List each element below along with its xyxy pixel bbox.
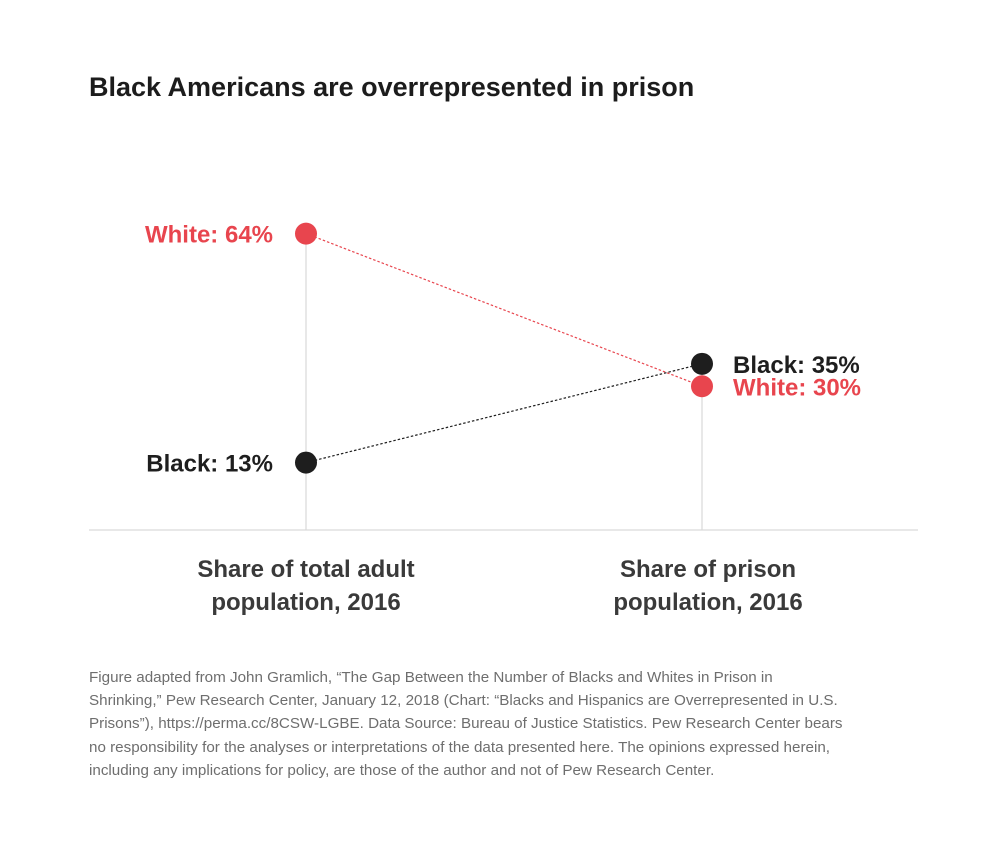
source-footnote: Figure adapted from John Gramlich, “The … (89, 666, 924, 782)
chart-title: Black Americans are overrepresented in p… (89, 72, 695, 102)
category-label-line: Share of prison (619, 556, 797, 583)
data-label-black: Black: 35% (733, 352, 860, 379)
category-label-line: Share of total adult (197, 556, 415, 583)
footnote-line: Prisons”), https://perma.cc/8CSW-LGBE. D… (89, 715, 843, 733)
data-point-white (691, 375, 713, 398)
footnote-line: Figure adapted from John Gramlich, “The … (89, 669, 773, 686)
data-label-white: White: 64% (145, 222, 273, 249)
data-label-black: Black: 13% (146, 451, 273, 478)
category-label-adult-population: Share of total adult population, 2016 (156, 553, 456, 619)
footnote-line: Shrinking,” Pew Research Center, January… (89, 692, 838, 710)
category-label-line: population, 2016 (211, 589, 401, 616)
data-point-black (295, 451, 317, 474)
slope-line-white (305, 233, 703, 387)
footnote-line: including any implications for policy, a… (89, 761, 715, 779)
data-point-black (691, 352, 713, 375)
data-point-white (295, 222, 317, 245)
slope-line-black (305, 363, 703, 464)
category-label-line: population, 2016 (613, 589, 803, 616)
data-label-white: White: 30% (733, 374, 861, 401)
category-label-prison-population: Share of prison population, 2016 (558, 553, 858, 619)
footnote-line: no responsibility for the analyses or in… (89, 738, 830, 756)
